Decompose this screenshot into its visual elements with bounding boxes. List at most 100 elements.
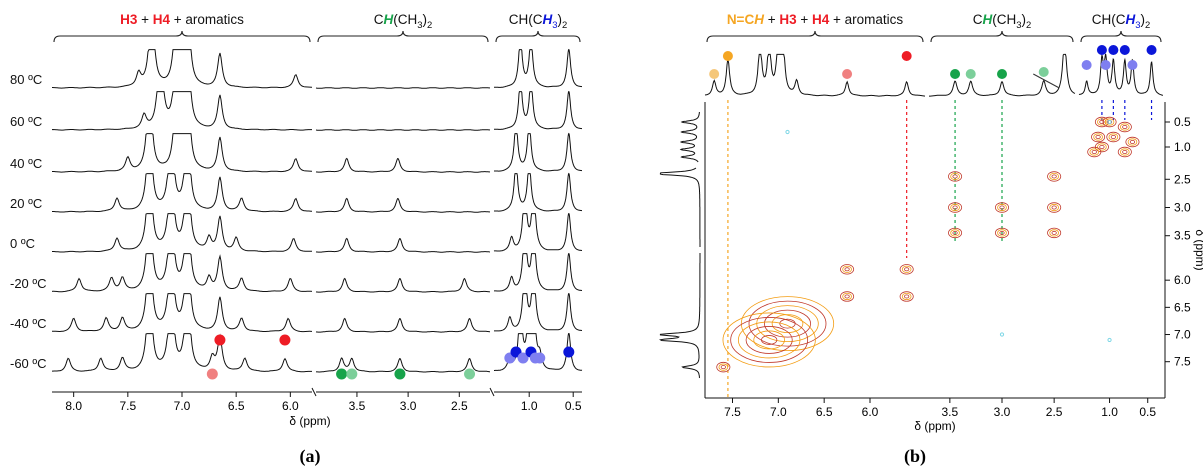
label-part: C [374, 12, 384, 27]
contour-ring [1117, 146, 1132, 158]
contour-ring [842, 265, 852, 273]
region-label-b-1: N=CH + H3 + H4 + aromatics [727, 12, 904, 27]
contour-ring-negative [1107, 337, 1112, 343]
peak-marker [534, 352, 546, 364]
spectrum-trace [52, 292, 582, 333]
spectrum-trace [52, 333, 583, 373]
contour-ring [716, 361, 731, 373]
x-tick-label: 1.0 [521, 399, 538, 413]
peak-marker [1081, 60, 1092, 70]
peak-marker [517, 352, 529, 364]
contour-ring [948, 227, 963, 239]
contour-ring [904, 267, 910, 272]
label-part: 3 [417, 20, 422, 31]
contour-ring [1047, 227, 1062, 239]
x-tick-label: 7.5 [119, 399, 136, 413]
y-tick-label: 6.5 [1174, 300, 1191, 314]
peak-marker [901, 51, 912, 61]
x-tick-label: 0.5 [565, 399, 582, 413]
contour-ring [950, 203, 960, 212]
y-tick-label: 3.5 [1174, 229, 1191, 243]
label-part: H [384, 12, 394, 27]
contour-ring [1089, 148, 1100, 156]
contour-ring [950, 172, 960, 181]
peak-marker [1108, 45, 1119, 55]
label-part: H4 [812, 12, 830, 27]
contour-ring [904, 294, 910, 299]
label-part: N=C [727, 12, 755, 27]
label-part: + [764, 12, 779, 27]
contour-ring-negative [999, 332, 1005, 337]
contour-ring [899, 264, 914, 275]
x-tick-label: 7.0 [174, 399, 191, 413]
label-part: 2 [562, 20, 567, 31]
panel-b-2d-nmr: N=CH + H3 + H4 + aromatics CH(CH3)2 CH(CH3… [659, 12, 1203, 433]
label-part: + [797, 12, 812, 27]
contour-ring [771, 314, 804, 334]
temperature-label: 20 ºC [10, 196, 42, 211]
label-part: H4 [153, 12, 171, 27]
contour-ring [1099, 120, 1105, 125]
contour-ring [844, 294, 850, 299]
peak-marker [1100, 60, 1111, 70]
x-tick-label: 3.0 [994, 405, 1011, 419]
contour-ring [1099, 144, 1105, 149]
contour-ring [901, 292, 912, 301]
peak-marker [997, 69, 1007, 79]
contour-ring [1102, 116, 1117, 128]
peak-marker [1119, 45, 1130, 55]
contour-ring [1093, 133, 1103, 141]
label-part: CH(C [1092, 12, 1126, 27]
label-part: ) [423, 12, 428, 27]
label-part: 2 [1145, 20, 1150, 31]
contour-ring [1051, 230, 1057, 235]
y-tick-label: 3.0 [1174, 201, 1191, 215]
contour-ring [995, 202, 1010, 213]
x-tick-label: 6.5 [228, 399, 245, 413]
contour-ring [999, 230, 1005, 235]
x-tick-label: 7.5 [724, 405, 741, 419]
x-axis-title: δ (ppm) [289, 414, 330, 428]
projection-top [704, 53, 1163, 97]
spectrum-trace [52, 132, 582, 173]
contour-ring [1087, 146, 1102, 158]
peak-marker [965, 69, 976, 79]
contour-ring [1127, 138, 1138, 146]
contour-ring [718, 363, 729, 371]
region-brace-b-1 [706, 30, 924, 43]
contour-ring [1110, 134, 1116, 139]
contour-ring [740, 296, 835, 352]
contour-ring [722, 312, 816, 368]
contour-ring [748, 300, 827, 347]
contour-ring [1094, 116, 1109, 128]
x-tick-label: 6.0 [862, 405, 879, 419]
y-tick-label: 6.0 [1174, 273, 1191, 287]
contour-ring [999, 205, 1005, 210]
contour-ring [1047, 171, 1062, 182]
contour-ring [1108, 133, 1119, 141]
spectrum-trace [51, 90, 582, 131]
contour-ring [1091, 149, 1097, 154]
contour-ring-negative [785, 129, 790, 135]
peak-marker [1038, 67, 1049, 77]
label-part: H [1126, 12, 1136, 27]
label-part: H3 [779, 12, 797, 27]
peak-marker [563, 346, 575, 358]
region-brace-b-3 [1080, 30, 1162, 43]
panel-b-label: (b) [904, 446, 926, 467]
spectrum-trace [52, 172, 582, 213]
contour-ring [952, 230, 958, 235]
region-brace-a-1 [53, 30, 311, 43]
label-part: C [973, 12, 983, 27]
contour-ring [1051, 174, 1057, 179]
contour-ring [761, 335, 778, 345]
label-part: 2 [1026, 20, 1031, 31]
peak-marker [464, 368, 476, 380]
temperature-label: -60 ºC [10, 356, 47, 371]
peak-marker [1096, 45, 1107, 55]
region-label-a-3: CH(CH3)2 [509, 12, 568, 31]
label-part: ) [1141, 12, 1146, 27]
contour-ring [1104, 118, 1115, 126]
region-label-a-1: H3 + H4 + aromatics [120, 12, 244, 27]
contour-ring [997, 203, 1007, 212]
